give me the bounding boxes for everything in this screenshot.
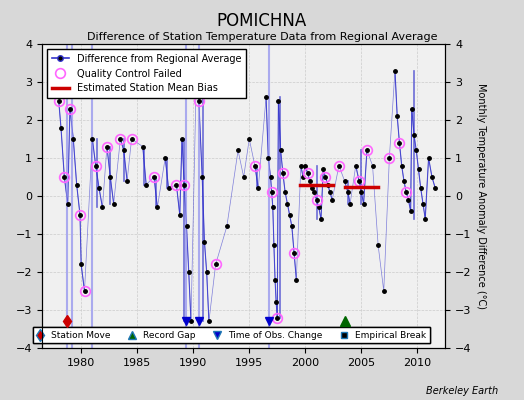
Y-axis label: Monthly Temperature Anomaly Difference (°C): Monthly Temperature Anomaly Difference (… — [475, 83, 486, 309]
Text: POMICHNA: POMICHNA — [217, 12, 307, 30]
Text: Difference of Station Temperature Data from Regional Average: Difference of Station Temperature Data f… — [87, 32, 437, 42]
Legend: Station Move, Record Gap, Time of Obs. Change, Empirical Break: Station Move, Record Gap, Time of Obs. C… — [33, 327, 430, 344]
Text: Berkeley Earth: Berkeley Earth — [425, 386, 498, 396]
